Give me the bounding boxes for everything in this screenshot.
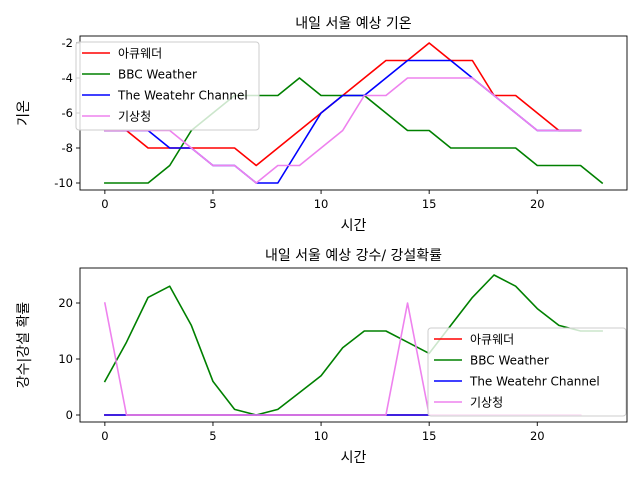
y-tick-label: -2 xyxy=(62,36,73,50)
legend-entry: 아큐웨더 xyxy=(118,47,162,61)
x-tick-label: 5 xyxy=(209,429,216,443)
x-axis-label: 시간 xyxy=(341,450,367,466)
x-tick-label: 0 xyxy=(101,429,108,443)
chart-title: 내일 서울 예상 강수/ 강설확률 xyxy=(265,248,442,264)
axes-frame xyxy=(79,267,628,423)
x-tick-label: 20 xyxy=(530,429,545,443)
y-tick-label: -4 xyxy=(62,71,73,85)
x-tick-label: 10 xyxy=(314,197,329,211)
y-tick-label: 10 xyxy=(58,352,73,366)
legend-box xyxy=(75,41,260,131)
x-tick-label: 20 xyxy=(530,197,545,211)
x-tick-label: 0 xyxy=(101,197,108,211)
legend: 아큐웨더 BBC Weather The Weatehr Channel 기상청 xyxy=(427,327,627,417)
x-tick-label: 15 xyxy=(422,429,437,443)
legend-entry: 아큐웨더 xyxy=(470,333,514,347)
series-line-2 xyxy=(103,274,603,416)
legend-entry: The Weatehr Channel xyxy=(117,89,248,103)
y-tick-label: -10 xyxy=(54,176,73,190)
legend-entry: BBC Weather xyxy=(118,68,197,82)
legend-entry: 기상청 xyxy=(470,396,503,410)
series-group xyxy=(104,42,604,185)
x-tick-label: 15 xyxy=(422,197,437,211)
series-line-4 xyxy=(104,77,582,184)
y-tick-label: 0 xyxy=(66,408,73,422)
y-axis-label: 강수|강설 확률 xyxy=(16,302,32,389)
y-axis-label: 기온 xyxy=(16,100,32,126)
legend-entry: The Weatehr Channel xyxy=(469,375,600,389)
legend: 아큐웨더 BBC Weather The Weatehr Channel 기상청 xyxy=(75,41,260,131)
y-tick-label: 20 xyxy=(58,296,73,310)
legend-entry: 기상청 xyxy=(118,110,151,124)
y-tick-label: -8 xyxy=(62,141,73,155)
x-tick-label: 10 xyxy=(314,429,329,443)
legend-entry: BBC Weather xyxy=(470,354,549,368)
legend-box xyxy=(427,327,627,417)
x-axis-label: 시간 xyxy=(341,218,367,234)
x-tick-label: 5 xyxy=(209,197,216,211)
y-tick-label: -6 xyxy=(62,106,73,120)
chart-title: 내일 서울 예상 기온 xyxy=(295,16,412,32)
